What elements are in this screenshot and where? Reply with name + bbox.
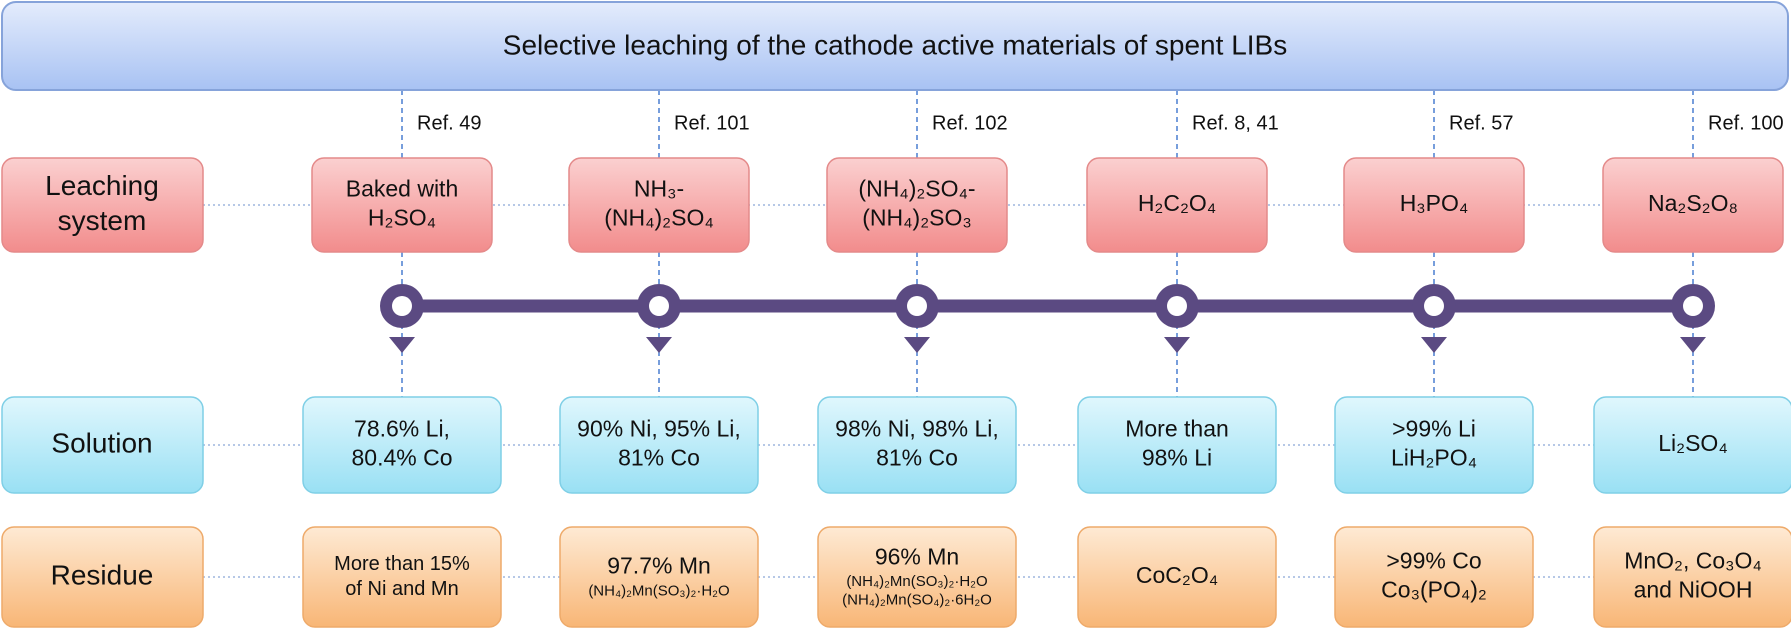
solution-box [1593,396,1791,494]
residue-box [1593,526,1791,628]
leaching-box [1602,157,1784,253]
timeline-node-center [392,296,412,316]
pointer [1164,337,1190,353]
residue-text: Co₃(PO₄)₂ [1381,576,1487,602]
title-bar [1,1,1789,91]
solution-box [302,396,502,494]
pointer [389,337,415,353]
reference: Ref. 49 [417,112,481,134]
leaching-text: (NH₄)₂SO₃ [862,204,971,230]
reference: Ref. 57 [1449,112,1513,134]
leaching-text: H₂SO₄ [368,204,436,230]
residue-box [302,526,502,628]
timeline-node-center [1683,296,1703,316]
residue-text: of Ni and Mn [345,578,458,600]
residue-text: 97.7% Mn [607,553,711,579]
timeline-node-center [1424,296,1444,316]
row-label: Solution [51,427,152,458]
solution-text: >99% Li [1392,416,1476,442]
pointer [646,337,672,353]
residue-text: and NiOOH [1634,576,1753,602]
timeline-node-center [907,296,927,316]
timeline-node-center [1167,296,1187,316]
leaching-text: NH₃- [634,176,684,202]
reference: Ref. 101 [674,112,750,134]
row-label-box [1,157,204,253]
pointer [904,337,930,353]
residue-text: 96% Mn [875,543,959,569]
solution-box [817,396,1017,494]
solution-box [1077,396,1277,494]
content: Leaching system Solution Residue Ref. 49 Bake… [1,112,1791,628]
solution-text: 81% Co [618,444,700,470]
leaching-text: Baked with [346,176,459,202]
solution-text: 90% Ni, 95% Li, [577,416,741,442]
residue-text: >99% Co [1386,548,1481,574]
reference: Ref. 8, 41 [1192,112,1279,134]
leaching-box [1086,157,1268,253]
leaching-text: Na₂S₂O₈ [1648,190,1738,216]
solution-text: 80.4% Co [351,444,452,470]
solution-text: More than [1125,416,1229,442]
residue-box [1077,526,1277,628]
leaching-text: H₃PO₄ [1400,190,1469,216]
residue-box [817,526,1017,628]
residue-box [1334,526,1534,628]
residue-text: MnO₂, Co₃O₄ [1624,548,1762,574]
residue-text: (NH₄)₂Mn(SO₄)₂·6H₂O [842,592,992,609]
leaching-box [311,157,493,253]
leaching-box [826,157,1008,253]
pointer [1421,337,1447,353]
pointer [1680,337,1706,353]
row-label-box [1,526,204,628]
timeline-node-center [649,296,669,316]
solution-text: 98% Li [1142,444,1212,470]
residue-text: CoC₂O₄ [1136,562,1218,588]
solution-text: 78.6% Li, [354,416,450,442]
solution-box [559,396,759,494]
leaching-text: H₂C₂O₄ [1138,190,1216,216]
solution-text: 81% Co [876,444,958,470]
reference: Ref. 100 [1708,112,1784,134]
residue-box [559,526,759,628]
row-label: Residue [51,559,154,590]
residue-text: (NH₄)₂Mn(SO₃)₂·H₂O [588,582,729,599]
row-label-box [1,396,204,494]
solution-box [1334,396,1534,494]
reference: Ref. 102 [932,112,1008,134]
leaching-text: (NH₄)₂SO₄ [604,204,713,230]
residue-text: (NH₄)₂Mn(SO₃)₂·H₂O [846,573,987,590]
leaching-box [1343,157,1525,253]
row-label: Leaching [45,170,159,201]
solution-text: 98% Ni, 98% Li, [835,416,999,442]
row-label: system [58,205,147,236]
solution-text: Li₂SO₄ [1658,430,1727,456]
residue-text: More than 15% [334,553,470,575]
title: Selective leaching of the cathode active… [503,29,1287,60]
solution-text: LiH₂PO₄ [1391,444,1477,470]
leaching-text: (NH₄)₂SO₄- [858,176,975,202]
leaching-box [568,157,750,253]
